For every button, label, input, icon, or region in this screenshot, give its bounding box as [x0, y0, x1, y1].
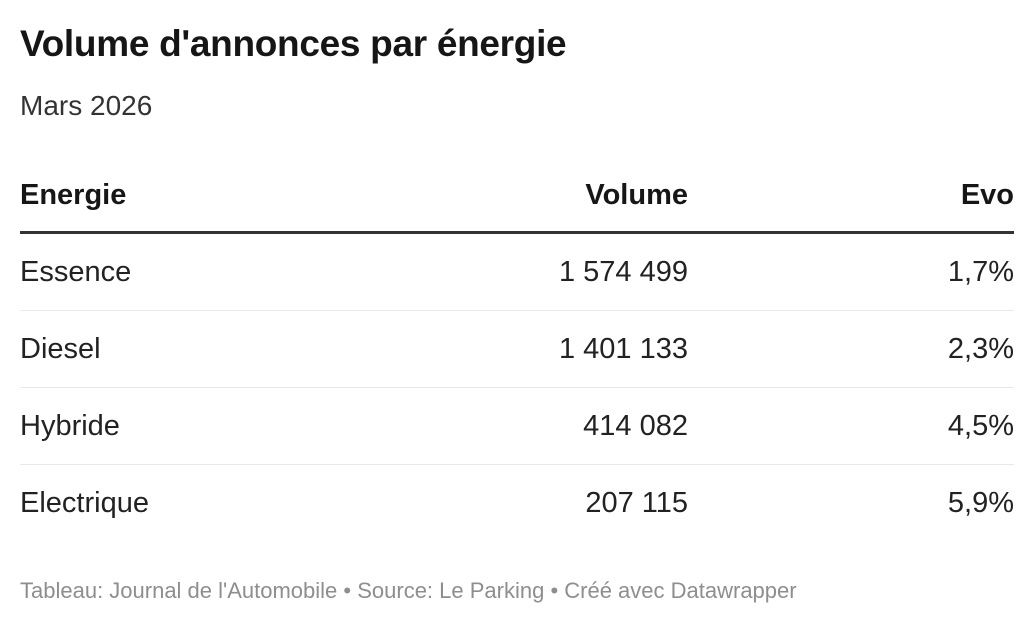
energy-table: Energie Volume Evo Essence 1 574 499 1,7… — [20, 163, 1014, 541]
volume-cell: 414 082 — [300, 387, 688, 466]
table-body: Essence 1 574 499 1,7% Diesel 1 401 133 … — [20, 232, 1014, 542]
header-row: Energie Volume Evo — [20, 163, 1014, 235]
table-row: Essence 1 574 499 1,7% — [20, 232, 1014, 312]
chart-title: Volume d'annonces par énergie — [20, 23, 567, 64]
column-header-energie: Energie — [20, 163, 300, 235]
energie-cell: Electrique — [20, 487, 149, 520]
chart-container: Volume d'annonces par énergie Mars 2026 … — [20, 23, 1014, 604]
evo-cell: 5,9% — [947, 487, 1014, 520]
volume-cell: 1 401 133 — [300, 310, 688, 389]
energie-cell: Essence — [20, 232, 300, 312]
table-row: Hybride 414 082 4,5% — [20, 387, 1014, 466]
evo-cell: 2,3% — [688, 310, 1014, 389]
energie-cell: Hybride — [20, 387, 300, 466]
volume-cell: 1 574 499 — [300, 232, 688, 312]
column-header-evo: Evo — [688, 163, 1014, 235]
evo-cell: 4,5% — [688, 387, 1014, 466]
evo-cell: 1,7% — [688, 232, 1014, 312]
energie-cell: Diesel — [20, 310, 300, 389]
column-header-volume: Volume — [300, 163, 688, 235]
table-row: Electrique 207 115 5,9% — [20, 465, 1014, 542]
table-row: Diesel 1 401 133 2,3% — [20, 310, 1014, 389]
volume-cell: 207 115 — [585, 487, 688, 520]
table-header: Energie Volume Evo — [20, 163, 1014, 235]
chart-subtitle: Mars 2026 — [20, 90, 153, 122]
attribution-footer: Tableau: Journal de l'Automobile • Sourc… — [20, 578, 797, 604]
